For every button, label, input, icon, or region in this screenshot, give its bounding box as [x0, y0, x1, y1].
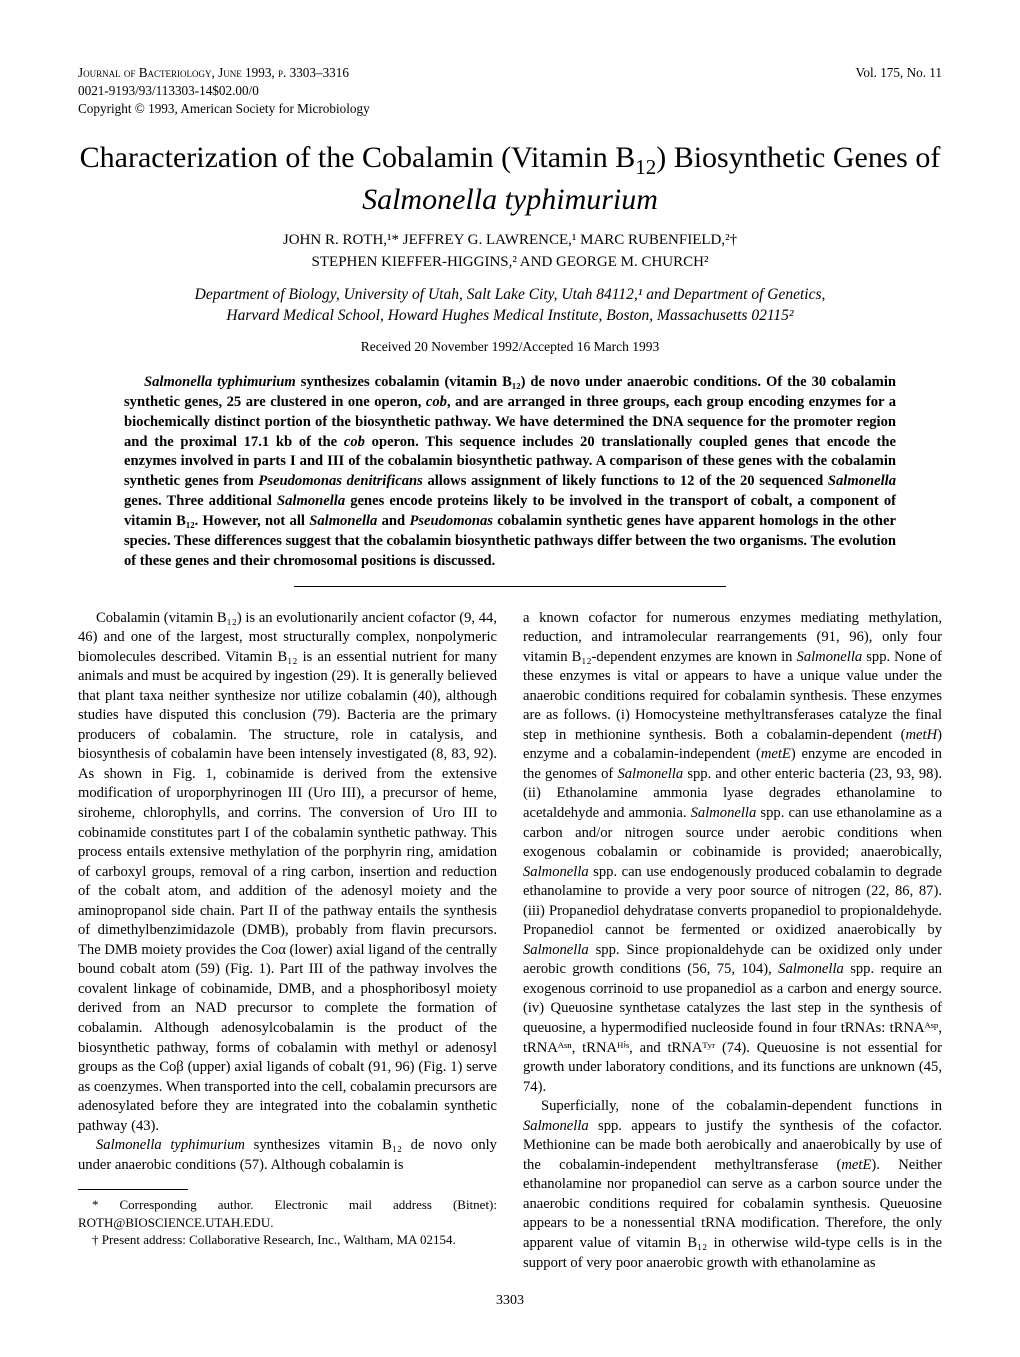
affil-line2: Harvard Medical School, Howard Hughes Me…: [226, 307, 793, 324]
abs-seg: and: [377, 513, 409, 529]
title-pre: Characterization of the Cobalamin (Vitam…: [80, 141, 636, 174]
body-para-2: Salmonella typhimurium synthesizes vitam…: [78, 1136, 497, 1175]
abs-seg: allows assignment of likely functions to…: [423, 473, 828, 489]
body-seg: metE: [841, 1157, 871, 1173]
footnote-2: † Present address: Collaborative Researc…: [78, 1231, 497, 1248]
page-number: 3303: [78, 1293, 942, 1309]
body-para-4: Superficially, none of the cobalamin-dep…: [523, 1097, 942, 1273]
volume-line: Vol. 175, No. 11: [856, 65, 942, 80]
title-sub: 12: [635, 155, 656, 179]
body-seg: Salmonella: [523, 1118, 589, 1134]
affil-line1: Department of Biology, University of Uta…: [195, 286, 826, 303]
footnote-rule: [78, 1189, 188, 1190]
abs-seg: cob: [426, 394, 447, 410]
abs-seg: cob: [344, 434, 365, 450]
issn-line: 0021-9193/93/113303-14$02.00/0: [78, 83, 259, 98]
body-seg: Salmonella: [691, 805, 757, 821]
body-seg: metE: [761, 746, 791, 762]
affiliations: Department of Biology, University of Uta…: [114, 284, 906, 327]
body-seg: Salmonella: [778, 961, 844, 977]
title-species: Salmonella typhimurium: [362, 183, 658, 216]
page: Journal of Bacteriology, June 1993, p. 3…: [0, 0, 1020, 1357]
abs-seg: Salmonella: [309, 513, 377, 529]
footnotes: * Corresponding author. Electronic mail …: [78, 1196, 497, 1247]
journal-header-right: Vol. 175, No. 11: [700, 64, 942, 82]
abs-seg: genes. Three additional: [124, 493, 277, 509]
body-columns: Cobalamin (vitamin B₁₂) is an evolutiona…: [78, 609, 942, 1274]
article-title: Characterization of the Cobalamin (Vitam…: [78, 139, 942, 218]
journal-header: Journal of Bacteriology, June 1993, p. 3…: [78, 64, 942, 117]
received-line: Received 20 November 1992/Accepted 16 Ma…: [78, 339, 942, 355]
body-seg: Salmonella: [523, 942, 589, 958]
abstract-rule: [294, 586, 726, 587]
abs-seg: Salmonella: [828, 473, 896, 489]
abs-seg: Salmonella typhimurium: [144, 374, 296, 390]
body-seg: Salmonella: [523, 864, 589, 880]
body-seg: Salmonella: [617, 766, 683, 782]
body-seg: Salmonella typhimurium: [96, 1137, 254, 1153]
body-seg: metH: [906, 727, 938, 743]
copyright-line: Copyright © 1993, American Society for M…: [78, 101, 370, 116]
journal-header-left: Journal of Bacteriology, June 1993, p. 3…: [78, 64, 666, 117]
abs-seg: Pseudomonas: [409, 513, 493, 529]
authors: JOHN R. ROTH,¹* JEFFREY G. LAWRENCE,¹ MA…: [78, 230, 942, 274]
body-seg: spp. require an exogenous corrinoid to u…: [523, 961, 942, 1094]
body-para-1: Cobalamin (vitamin B₁₂) is an evolutiona…: [78, 609, 497, 1137]
body-seg: Salmonella: [797, 649, 863, 665]
abs-seg: Pseudomonas denitrificans: [258, 473, 422, 489]
footnote-1: * Corresponding author. Electronic mail …: [78, 1196, 497, 1230]
authors-line1: JOHN R. ROTH,¹* JEFFREY G. LAWRENCE,¹ MA…: [283, 232, 737, 248]
journal-line: Journal of Bacteriology, June 1993, p. 3…: [78, 65, 349, 80]
authors-line2: STEPHEN KIEFFER-HIGGINS,² AND GEORGE M. …: [312, 254, 709, 270]
body-seg: Superficially, none of the cobalamin-dep…: [541, 1098, 942, 1114]
title-post: ) Biosynthetic Genes of: [656, 141, 940, 174]
abstract: Salmonella typhimurium synthesizes cobal…: [124, 373, 896, 571]
abs-seg: Salmonella: [277, 493, 345, 509]
body-seg: ). Neither ethanolamine nor propanediol …: [523, 1157, 942, 1271]
body-para-3: a known cofactor for numerous enzymes me…: [523, 609, 942, 1098]
